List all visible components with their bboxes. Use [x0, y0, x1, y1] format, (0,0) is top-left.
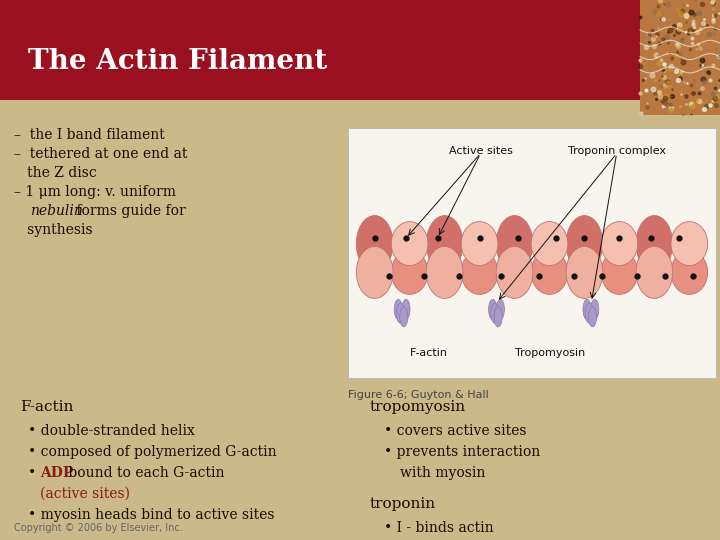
Ellipse shape [601, 251, 638, 294]
Ellipse shape [356, 246, 393, 299]
Text: –  tethered at one end at: – tethered at one end at [14, 147, 187, 161]
Ellipse shape [494, 307, 502, 327]
Ellipse shape [636, 246, 672, 299]
Text: F-actin: F-actin [20, 400, 73, 414]
Ellipse shape [391, 221, 428, 266]
Ellipse shape [590, 299, 599, 319]
Ellipse shape [671, 251, 708, 294]
Text: Copyright © 2006 by Elsevier, Inc.: Copyright © 2006 by Elsevier, Inc. [14, 523, 183, 533]
Ellipse shape [489, 299, 497, 319]
Text: • double-stranded helix: • double-stranded helix [28, 424, 195, 438]
Ellipse shape [588, 307, 597, 327]
Ellipse shape [531, 221, 568, 266]
Ellipse shape [496, 246, 533, 299]
Text: • I - binds actin: • I - binds actin [384, 521, 494, 535]
Text: the Z disc: the Z disc [14, 166, 96, 180]
Text: • prevents interaction: • prevents interaction [384, 445, 540, 459]
Ellipse shape [402, 299, 410, 319]
Text: The Actin Filament: The Actin Filament [28, 49, 328, 76]
Ellipse shape [426, 246, 463, 299]
Text: • composed of polymerized G-actin: • composed of polymerized G-actin [28, 445, 276, 459]
Text: with myosin: with myosin [400, 466, 485, 480]
Text: F-actin: F-actin [410, 348, 448, 358]
Ellipse shape [566, 246, 603, 299]
Text: • myosin heads bind to active sites: • myosin heads bind to active sites [28, 508, 274, 522]
Ellipse shape [400, 307, 408, 327]
Text: (active sites): (active sites) [40, 487, 130, 501]
Bar [348, 128, 716, 378]
Text: synthesis: synthesis [14, 223, 93, 237]
Text: nebulin: nebulin [30, 204, 84, 218]
Ellipse shape [397, 303, 405, 323]
Ellipse shape [531, 251, 568, 294]
Ellipse shape [462, 251, 498, 294]
Text: bound to each G-actin: bound to each G-actin [64, 466, 225, 480]
Text: Figure 6-6; Guyton & Hall: Figure 6-6; Guyton & Hall [348, 390, 489, 400]
Ellipse shape [585, 303, 593, 323]
Text: • covers active sites: • covers active sites [384, 424, 526, 438]
Bar [640, 0, 720, 115]
Ellipse shape [462, 221, 498, 266]
Ellipse shape [394, 299, 402, 319]
Ellipse shape [496, 299, 505, 319]
Text: Tropomyosin: Tropomyosin [516, 348, 585, 358]
Ellipse shape [671, 221, 708, 266]
Ellipse shape [426, 215, 463, 272]
Ellipse shape [601, 221, 638, 266]
Text: tropomyosin: tropomyosin [370, 400, 466, 414]
Text: •: • [28, 466, 40, 480]
Text: Active sites: Active sites [449, 145, 513, 156]
Ellipse shape [583, 299, 591, 319]
Ellipse shape [636, 215, 672, 272]
Ellipse shape [391, 251, 428, 294]
Text: forms guide for: forms guide for [73, 204, 186, 218]
Ellipse shape [356, 215, 393, 272]
Text: –  the I band filament: – the I band filament [14, 128, 165, 142]
Text: ADP: ADP [40, 466, 73, 480]
Ellipse shape [566, 215, 603, 272]
Ellipse shape [496, 215, 533, 272]
Text: troponin: troponin [370, 497, 436, 511]
Text: – 1 μm long: v. uniform: – 1 μm long: v. uniform [14, 185, 176, 199]
Bar [0, 0, 720, 100]
Text: Troponin complex: Troponin complex [567, 145, 665, 156]
Ellipse shape [491, 303, 499, 323]
